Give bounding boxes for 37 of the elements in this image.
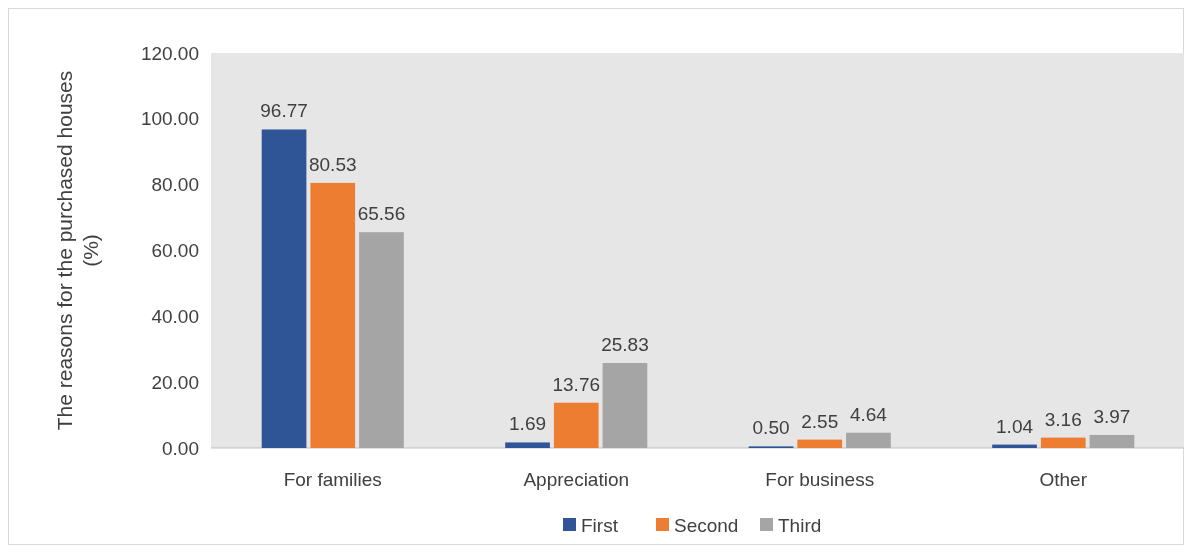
data-label: 96.77 xyxy=(260,100,308,122)
data-label: 65.56 xyxy=(357,203,406,225)
data-label: 3.97 xyxy=(1093,405,1131,427)
bar xyxy=(1040,437,1086,448)
legend-label: Third xyxy=(778,514,822,536)
data-label: 0.50 xyxy=(752,417,790,439)
data-label: 3.16 xyxy=(1044,408,1082,430)
bar xyxy=(553,402,599,448)
y-tick-label: 20.00 xyxy=(151,371,199,393)
data-label: 4.64 xyxy=(849,403,888,425)
bar xyxy=(1089,434,1135,448)
x-tick-label: Appreciation xyxy=(523,469,630,490)
bar xyxy=(797,439,843,448)
data-label: 2.55 xyxy=(801,410,839,432)
x-tick-label: For families xyxy=(283,469,382,490)
y-tick-label: 60.00 xyxy=(151,240,199,262)
bar xyxy=(602,362,648,448)
data-label: 13.76 xyxy=(552,373,601,395)
y-tick-label: 100.00 xyxy=(140,108,199,130)
y-tick-label: 120.00 xyxy=(140,42,199,64)
data-label: 25.83 xyxy=(601,333,649,355)
y-tick-label: 80.00 xyxy=(151,174,199,196)
bar xyxy=(261,129,307,448)
x-tick-label: Other xyxy=(1039,469,1088,490)
x-tick-label: For business xyxy=(765,469,875,490)
legend-label: Second xyxy=(674,514,739,536)
bar xyxy=(846,432,891,448)
bar xyxy=(310,182,356,448)
y-tick-label: 40.00 xyxy=(151,305,199,327)
bar xyxy=(505,442,550,448)
y-tick-label: 0.00 xyxy=(162,437,199,459)
data-label: 1.69 xyxy=(509,413,547,435)
data-label: 80.53 xyxy=(308,153,357,175)
y-axis-title: The reasons for the purchased houses (%) xyxy=(53,70,102,431)
data-label: 1.04 xyxy=(996,415,1034,437)
legend-label: First xyxy=(581,514,619,536)
bar xyxy=(359,232,404,448)
